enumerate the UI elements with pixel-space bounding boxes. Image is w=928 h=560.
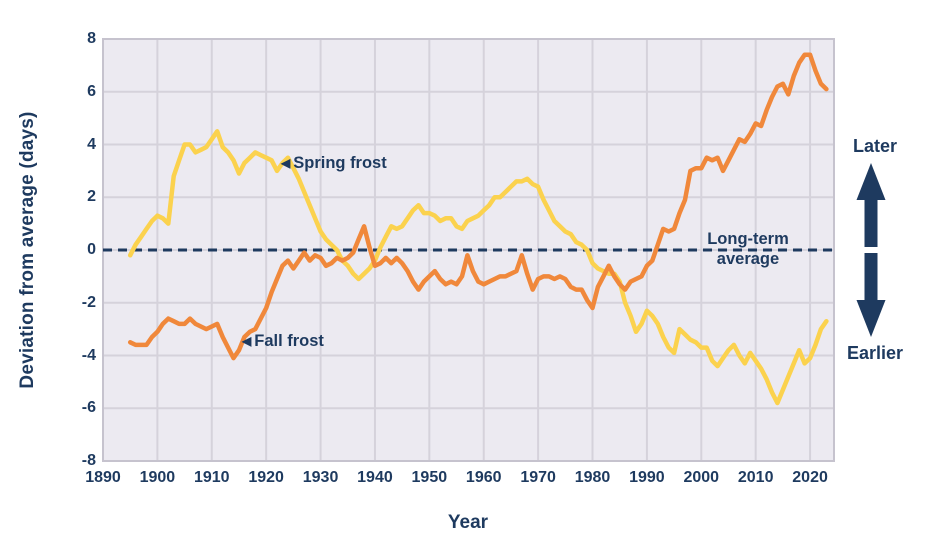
x-tick-label: 1900 [139, 469, 176, 486]
fall-frost-label: Fall frost [254, 332, 324, 350]
up-arrow-icon [856, 163, 886, 200]
down-arrow-shaft [864, 253, 878, 301]
spring-frost-label: Spring frost [293, 154, 387, 172]
y-tick-label: -2 [81, 293, 96, 311]
x-tick-label: 1930 [302, 469, 339, 486]
later-label: Later [852, 136, 897, 156]
y-tick-label: -4 [81, 346, 96, 364]
y-tick-label: -6 [81, 399, 96, 417]
x-tick-label: 2000 [683, 469, 720, 486]
x-tick-label: 1970 [520, 469, 556, 486]
x-tick-label: 1940 [357, 469, 393, 486]
long-term-average-label: Long-term average [707, 230, 789, 268]
y-tick-label: 8 [87, 30, 96, 47]
fall-frost-annotation: ◀ Fall frost [242, 332, 324, 350]
x-tick-label: 2010 [737, 469, 774, 486]
x-tick-label: 1910 [193, 469, 230, 486]
x-tick-label: 1890 [85, 469, 121, 486]
up-arrow-shaft [864, 199, 878, 247]
left-arrow-icon: ◀ [242, 334, 252, 348]
down-arrow-icon [856, 300, 886, 337]
x-tick-label: 2020 [792, 469, 828, 486]
x-tick-label: 1990 [629, 469, 665, 486]
earlier-label: Earlier [846, 343, 904, 363]
x-tick-label: 1960 [465, 469, 502, 486]
y-tick-label: 0 [87, 241, 96, 258]
y-tick-label: -8 [81, 452, 96, 469]
x-axis-title: Year [447, 512, 489, 533]
spring-frost-annotation: ◀ Spring frost [281, 154, 387, 172]
y-tick-label: 2 [87, 188, 96, 206]
y-tick-label: 6 [87, 82, 96, 100]
x-tick-label: 1980 [574, 469, 611, 486]
spring-frost-line [127, 129, 829, 406]
x-tick-label: 1920 [248, 469, 284, 486]
y-axis-title: Deviation from average (days) [17, 111, 38, 389]
x-tick-label: 1950 [411, 469, 448, 486]
y-tick-label: 4 [87, 135, 96, 153]
left-arrow-icon: ◀ [281, 156, 291, 170]
fall-frost-line [127, 52, 829, 361]
